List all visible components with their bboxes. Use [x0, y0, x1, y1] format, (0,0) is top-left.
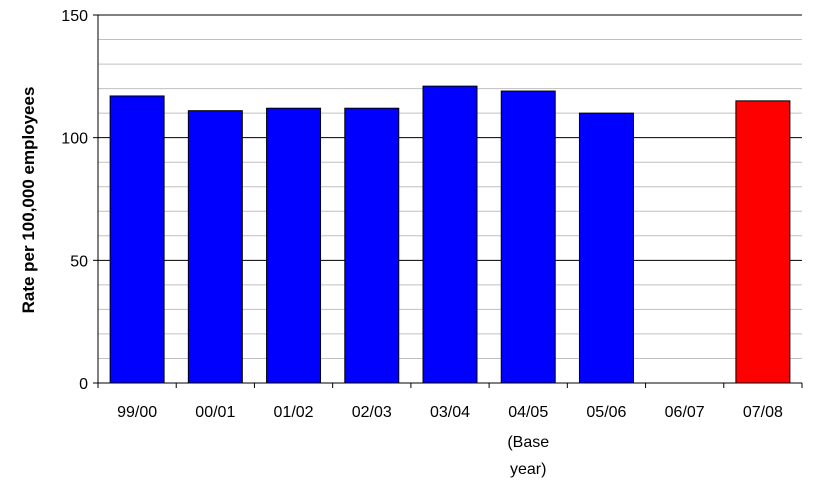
x-tick-label: 01/02 [274, 404, 314, 421]
x-tick-label: 07/08 [743, 404, 783, 421]
x-tick-label: 06/07 [665, 404, 705, 421]
bar-layer [109, 85, 791, 384]
bar-04-05 [500, 90, 556, 384]
y-tick-label: 100 [61, 131, 88, 148]
bar-99-00 [109, 95, 165, 384]
x-tick-sublabel: (Base [507, 434, 549, 451]
bar-05-06 [578, 112, 634, 384]
x-tick-label: 05/06 [586, 404, 626, 421]
bar-03-04 [422, 85, 478, 384]
y-tick-label: 50 [70, 253, 88, 270]
bar-01-02 [266, 107, 322, 384]
x-tick-sublabel: year) [510, 461, 546, 478]
y-axis-title: Rate per 100,000 employees [19, 87, 38, 314]
y-tick-label: 150 [61, 8, 88, 25]
x-tick-label: 03/04 [430, 404, 470, 421]
bar-07-08 [735, 100, 791, 384]
x-tick-label: 99/00 [117, 404, 157, 421]
x-tick-label: 00/01 [195, 404, 235, 421]
label-layer: 0 50 100 150 99/00 00/01 01/02 02/03 03/04 04/05 (… [61, 8, 783, 478]
axis-layer [93, 14, 803, 388]
bar-00-01 [187, 110, 243, 384]
bar-02-03 [344, 107, 400, 384]
x-tick-label: 02/03 [352, 404, 392, 421]
y-tick-label: 0 [79, 376, 88, 393]
x-tick-label: 04/05 [508, 404, 548, 421]
